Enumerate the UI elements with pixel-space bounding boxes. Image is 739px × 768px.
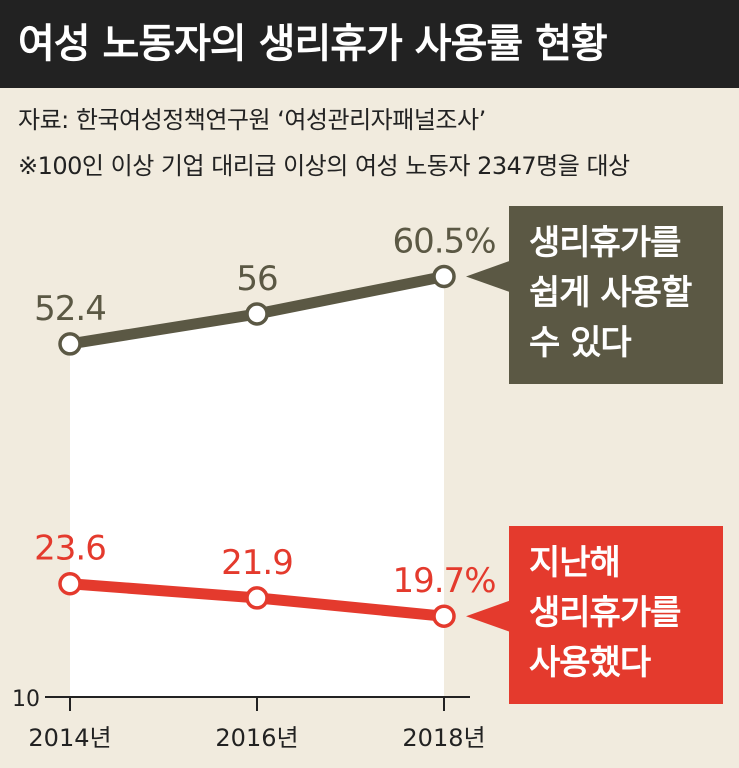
data-point-used (245, 586, 269, 610)
x-tick-label: 2016년 (215, 724, 298, 752)
series-label-used-pointer (466, 600, 511, 633)
series-label-easy-line-2: 쉽게 사용할 (529, 273, 692, 313)
x-tick-label: 2014년 (28, 724, 111, 752)
data-point-easy (432, 264, 456, 289)
y-tick-label: 10 (12, 687, 40, 712)
chart-title: 여성 노동자의 생리휴가 사용률 현황 (0, 0, 739, 88)
data-label-easy: 56 (236, 259, 277, 299)
data-label-used: 19.7% (392, 561, 495, 601)
data-label-used: 23.6 (34, 529, 106, 569)
series-label-used-line-2: 생리휴가를 (529, 593, 681, 633)
series-label-easy-line-3: 수 있다 (529, 323, 632, 363)
series-label-used-line-1: 지난해 (529, 543, 621, 583)
x-tick-label: 2018년 (402, 724, 485, 752)
data-point-easy (58, 332, 82, 356)
series-label-easy-pointer (466, 260, 511, 293)
sample-note: ※100인 이상 기업 대리급 이상의 여성 노동자 2347명을 대상 (18, 152, 630, 180)
data-point-easy (245, 302, 269, 326)
data-label-easy: 60.5% (392, 221, 495, 261)
source-note: 자료: 한국여성정책연구원 ‘여성관리자패널조사’ (18, 106, 486, 134)
series-label-used: 지난해 생리휴가를 사용했다 (509, 526, 723, 704)
series-label-used-line-3: 사용했다 (529, 643, 651, 683)
data-point-used (58, 571, 82, 596)
series-label-easy: 생리휴가를 쉽게 사용할 수 있다 (509, 206, 723, 384)
data-label-used: 21.9 (221, 543, 293, 583)
data-point-used (432, 604, 456, 628)
series-label-easy-line-1: 생리휴가를 (529, 223, 681, 263)
data-label-easy: 52.4 (34, 289, 106, 329)
